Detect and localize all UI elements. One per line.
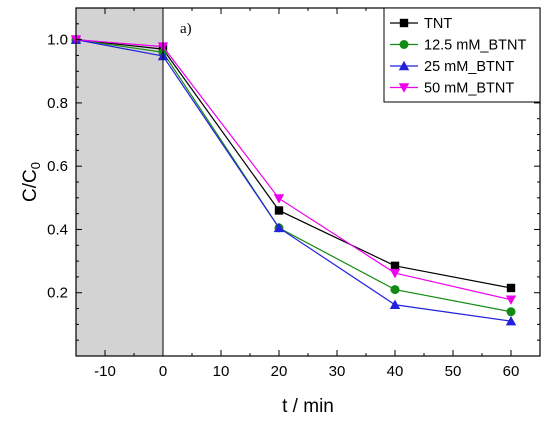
data-point [390,285,400,295]
y-tick-label: 0.8 [47,95,68,112]
x-tick-label: 0 [159,363,167,380]
y-axis-title: C/C0 [20,162,43,202]
legend-label: TNT [424,16,452,32]
legend-item: 12.5 mM_BTNT [390,38,526,54]
legend-marker [399,40,409,49]
legend-marker [399,18,409,28]
legend-item: 50 mM_BTNT [390,81,514,97]
x-tick-label: 20 [271,363,288,380]
data-point [506,307,516,317]
data-point [506,283,516,293]
data-point [389,299,401,309]
legend-marker [398,83,410,93]
y-tick-label: 0.2 [47,285,68,302]
legend-item: 25 mM_BTNT [390,59,514,75]
x-axis-title: t / min [282,396,334,417]
shaded-region [76,8,163,356]
data-point [274,206,284,215]
legend-label: 12.5 mM_BTNT [424,38,526,54]
legend: TNT 12.5 mM_BTNT 25 mM_BTNT 50 mM_BTNT [383,7,541,103]
legend-label: 25 mM_BTNT [424,59,514,75]
legend-box [383,7,541,103]
y-tick-label: 0.6 [47,158,68,175]
x-tick-label: 50 [445,363,462,380]
data-point [505,295,517,305]
x-tick-label: 10 [213,363,230,380]
legend-item: TNT [390,16,452,32]
data-point [390,261,400,271]
data-point [273,194,285,204]
x-tick-label: 60 [503,363,520,380]
data-point [389,268,401,279]
x-tick-label: 30 [329,363,346,380]
legend-marker [398,60,410,71]
series-layer [70,34,517,326]
y-tick-label: 1.0 [47,32,68,49]
y-tick-label: 0.4 [47,221,68,238]
data-point [273,222,285,233]
x-tick-label: 40 [387,363,404,380]
x-axis-ticks: -10 0 10 20 30 40 50 60 [75,8,541,380]
y-axis-title-subscript: 0 [28,162,43,169]
y-axis-title-main: C/C [20,169,41,202]
panel-label: a) [180,21,192,37]
x-tick-label: -10 [94,363,116,380]
y-axis-ticks: 0.2 0.4 0.6 0.8 1.0 [47,23,540,341]
legend-label: 50 mM_BTNT [424,81,514,97]
data-point [505,316,517,326]
